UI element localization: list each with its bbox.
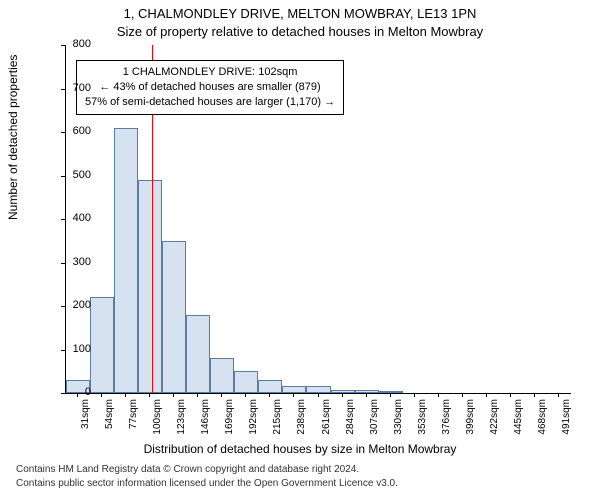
y-tick-mark bbox=[61, 393, 65, 394]
x-tick-mark bbox=[149, 393, 150, 397]
y-tick-mark bbox=[61, 263, 65, 264]
x-tick-label: 376sqm bbox=[441, 399, 452, 439]
x-tick-mark bbox=[366, 393, 367, 397]
x-tick-label: 330sqm bbox=[393, 399, 404, 439]
footer-attribution-1: Contains HM Land Registry data © Crown c… bbox=[16, 464, 359, 475]
y-tick-mark bbox=[61, 306, 65, 307]
y-tick-label: 200 bbox=[51, 299, 91, 311]
x-tick-label: 77sqm bbox=[128, 399, 139, 439]
y-tick-label: 600 bbox=[51, 125, 91, 137]
x-tick-mark bbox=[221, 393, 222, 397]
x-tick-mark bbox=[414, 393, 415, 397]
x-tick-label: 215sqm bbox=[272, 399, 283, 439]
x-tick-mark bbox=[173, 393, 174, 397]
y-axis-label: Number of detached properties bbox=[6, 55, 20, 220]
x-tick-mark bbox=[342, 393, 343, 397]
y-tick-label: 500 bbox=[51, 169, 91, 181]
histogram-bar bbox=[114, 128, 138, 393]
x-tick-mark bbox=[125, 393, 126, 397]
y-tick-label: 400 bbox=[51, 212, 91, 224]
x-tick-label: 491sqm bbox=[561, 399, 572, 439]
x-tick-mark bbox=[558, 393, 559, 397]
y-tick-mark bbox=[61, 132, 65, 133]
x-tick-mark bbox=[462, 393, 463, 397]
x-tick-label: 100sqm bbox=[152, 399, 163, 439]
histogram-bar bbox=[282, 386, 306, 393]
x-axis-label: Distribution of detached houses by size … bbox=[0, 442, 600, 456]
x-tick-mark bbox=[77, 393, 78, 397]
histogram-bar bbox=[258, 380, 282, 393]
histogram-bar bbox=[162, 241, 186, 393]
annotation-line: 1 CHALMONDLEY DRIVE: 102sqm bbox=[85, 65, 335, 80]
y-tick-mark bbox=[61, 89, 65, 90]
x-tick-label: 445sqm bbox=[513, 399, 524, 439]
y-tick-mark bbox=[61, 176, 65, 177]
chart-title-line2: Size of property relative to detached ho… bbox=[0, 24, 600, 39]
histogram-bar bbox=[234, 371, 258, 393]
x-tick-mark bbox=[101, 393, 102, 397]
x-tick-mark bbox=[438, 393, 439, 397]
annotation-line: ← 43% of detached houses are smaller (87… bbox=[85, 80, 335, 95]
y-tick-mark bbox=[61, 45, 65, 46]
histogram-bar bbox=[210, 358, 234, 393]
annotation-box: 1 CHALMONDLEY DRIVE: 102sqm← 43% of deta… bbox=[76, 60, 344, 115]
plot-area: 1 CHALMONDLEY DRIVE: 102sqm← 43% of deta… bbox=[65, 45, 571, 394]
x-tick-mark bbox=[390, 393, 391, 397]
x-tick-label: 238sqm bbox=[296, 399, 307, 439]
histogram-bar bbox=[138, 180, 162, 393]
x-tick-mark bbox=[197, 393, 198, 397]
x-tick-mark bbox=[318, 393, 319, 397]
x-tick-label: 169sqm bbox=[224, 399, 235, 439]
footer-attribution-2: Contains public sector information licen… bbox=[16, 478, 398, 489]
histogram-bar bbox=[186, 315, 210, 393]
x-tick-mark bbox=[245, 393, 246, 397]
x-tick-mark bbox=[486, 393, 487, 397]
histogram-bar bbox=[90, 297, 114, 393]
x-tick-label: 192sqm bbox=[248, 399, 259, 439]
y-tick-label: 100 bbox=[51, 343, 91, 355]
x-tick-mark bbox=[510, 393, 511, 397]
x-tick-mark bbox=[269, 393, 270, 397]
x-tick-label: 399sqm bbox=[465, 399, 476, 439]
x-tick-label: 31sqm bbox=[80, 399, 91, 439]
x-tick-label: 123sqm bbox=[176, 399, 187, 439]
annotation-line: 57% of semi-detached houses are larger (… bbox=[85, 95, 335, 110]
x-tick-label: 422sqm bbox=[489, 399, 500, 439]
chart-title-line1: 1, CHALMONDLEY DRIVE, MELTON MOWBRAY, LE… bbox=[0, 6, 600, 21]
y-tick-mark bbox=[61, 350, 65, 351]
y-tick-mark bbox=[61, 219, 65, 220]
x-tick-label: 468sqm bbox=[537, 399, 548, 439]
x-tick-mark bbox=[534, 393, 535, 397]
y-tick-label: 300 bbox=[51, 256, 91, 268]
x-tick-mark bbox=[293, 393, 294, 397]
x-tick-label: 146sqm bbox=[200, 399, 211, 439]
x-tick-label: 307sqm bbox=[369, 399, 380, 439]
x-tick-label: 284sqm bbox=[345, 399, 356, 439]
x-tick-label: 353sqm bbox=[417, 399, 428, 439]
x-tick-label: 261sqm bbox=[321, 399, 332, 439]
y-tick-label: 0 bbox=[51, 386, 91, 398]
y-tick-label: 800 bbox=[51, 38, 91, 50]
x-tick-label: 54sqm bbox=[104, 399, 115, 439]
y-tick-label: 700 bbox=[51, 82, 91, 94]
